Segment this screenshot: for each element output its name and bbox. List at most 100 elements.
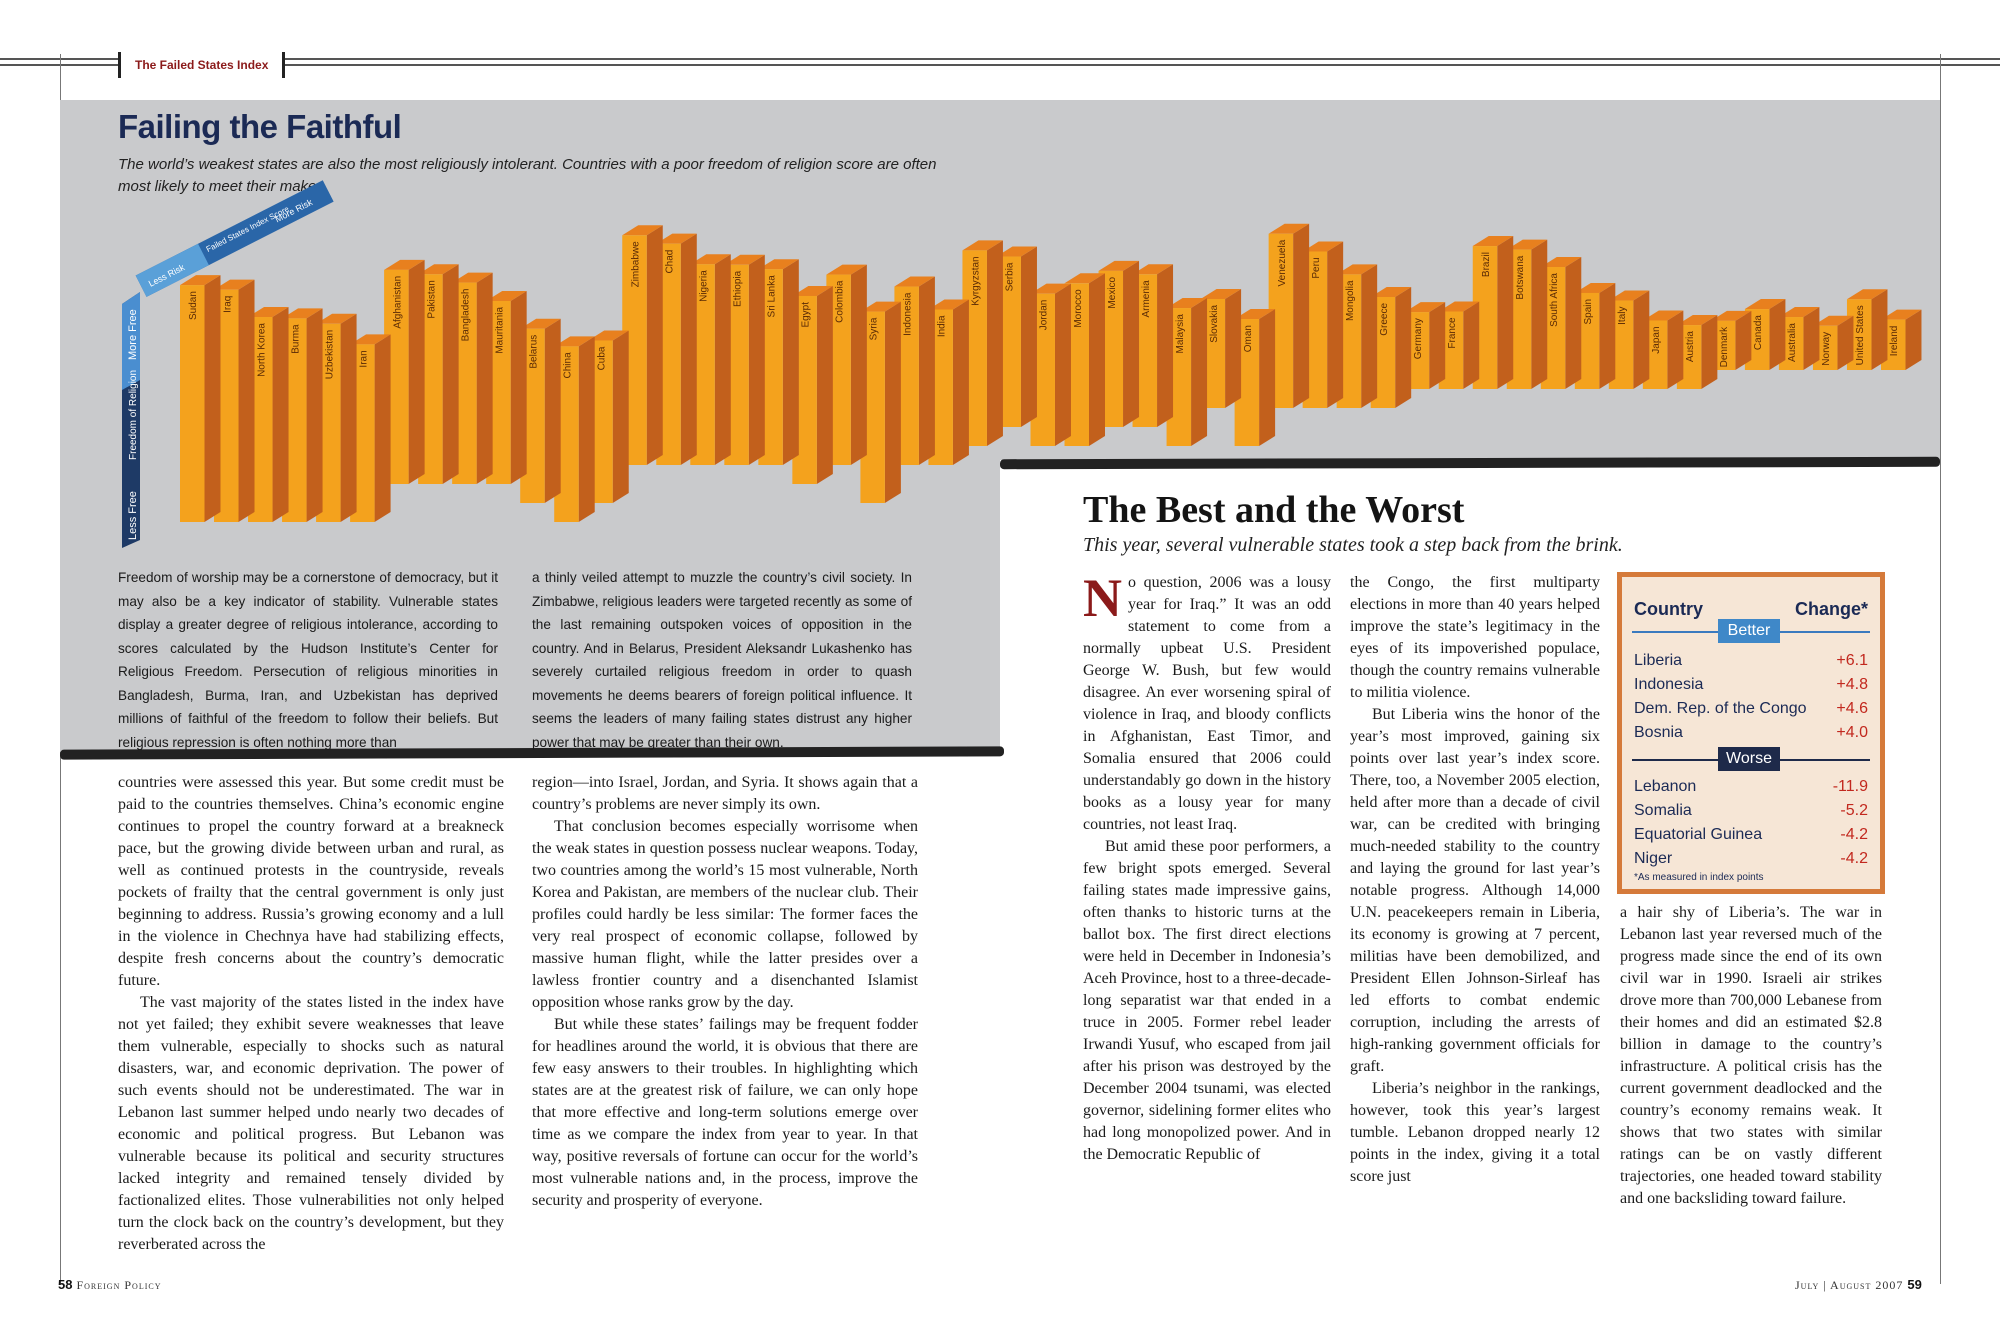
bar-top xyxy=(214,279,255,290)
right-margin-line xyxy=(1940,54,1941,1284)
bar-label: Botswana xyxy=(1515,255,1526,299)
issue-date: July | August 2007 xyxy=(1795,1278,1904,1292)
bar-label: Mexico xyxy=(1107,276,1118,308)
bar-top xyxy=(384,259,425,270)
bar-side xyxy=(1361,264,1378,408)
bar-label: Serbia xyxy=(1005,262,1016,291)
bar-side xyxy=(1701,315,1718,389)
bar-label: Denmark xyxy=(1719,326,1730,368)
country-name: Niger xyxy=(1634,850,1673,867)
table-row: Niger -4.2 xyxy=(1634,847,1868,871)
chart-bars: Ireland United States Norway Australia Canad… xyxy=(180,223,1922,522)
bar-top xyxy=(1268,223,1310,234)
bar-sudan xyxy=(180,285,205,522)
bar-label: Austria xyxy=(1685,331,1696,363)
country-name: Lebanon xyxy=(1634,778,1697,795)
bar-top xyxy=(1710,310,1752,321)
infographic-caption-col2: a thinly veiled attempt to muzzle the co… xyxy=(532,570,912,750)
bar-label: North Korea xyxy=(256,323,267,377)
bar-side xyxy=(374,334,391,522)
bar-label: Spain xyxy=(1583,299,1594,325)
bar-label: Pakistan xyxy=(426,280,437,318)
worse-badge: Worse xyxy=(1718,747,1780,771)
bar-side xyxy=(238,279,255,522)
bar-label: Chad xyxy=(665,250,676,274)
paragraph: But amid these poor performers, a few br… xyxy=(1083,838,1331,1163)
bar-side xyxy=(272,307,289,522)
bar-label: Sudan xyxy=(188,291,199,320)
bar-side xyxy=(986,240,1003,446)
bar-label: Egypt xyxy=(801,302,812,328)
bar-side xyxy=(1531,239,1548,389)
bar-label: United States xyxy=(1855,305,1866,365)
bar-label: Slovakia xyxy=(1209,305,1220,343)
bar-side xyxy=(1259,309,1276,446)
infographic-caption-col1: Freedom of worship may be a cornerstone … xyxy=(118,570,498,750)
table-row: Equatorial Guinea -4.2 xyxy=(1634,823,1868,847)
bar-top xyxy=(1404,302,1446,313)
bar-top xyxy=(1200,288,1242,299)
bar-side xyxy=(1191,298,1208,446)
bar-label: Greece xyxy=(1379,303,1390,336)
bar-label: China xyxy=(562,352,573,379)
bar-label: Mongolia xyxy=(1345,280,1356,321)
bar-label: India xyxy=(937,315,948,337)
bar-side xyxy=(1905,309,1922,370)
bar-label: Colombia xyxy=(835,280,846,323)
bar-label: Australia xyxy=(1787,323,1798,362)
publication-name: Foreign Policy xyxy=(76,1278,162,1292)
bar-label: Malaysia xyxy=(1175,314,1186,354)
change-value: -4.2 xyxy=(1840,826,1868,843)
country-name: Dem. Rep. of the Congo xyxy=(1634,700,1807,717)
paragraph: Liberia’s neighbor in the rankings, howe… xyxy=(1350,1080,1600,1185)
paragraph: a hair shy of Liberia’s. The war in Leba… xyxy=(1620,904,1882,1207)
right-body-col2: the Congo, the first multiparty election… xyxy=(1350,572,1600,1188)
bar-top xyxy=(1336,264,1378,275)
bar-side xyxy=(850,264,867,465)
bar-top xyxy=(996,246,1037,257)
bar-top xyxy=(486,290,527,301)
bar-side xyxy=(1599,282,1616,389)
religion-axis-low-label: Less Free xyxy=(127,491,139,540)
religion-axis-high-label: More Free xyxy=(127,309,139,360)
header-rule xyxy=(0,54,2000,76)
bar-top xyxy=(1608,290,1650,301)
bar-top xyxy=(1132,264,1174,275)
bar-side xyxy=(782,259,799,465)
bar-label: Brazil xyxy=(1481,252,1492,277)
change-sidebar: Country Change* Better Liberia +6.1 Indon… xyxy=(1617,572,1885,894)
bar-label: South Africa xyxy=(1549,273,1560,327)
country-name: Liberia xyxy=(1634,652,1683,669)
col-change-header: Change* xyxy=(1794,599,1868,619)
bar-top xyxy=(1574,282,1616,293)
bar-side xyxy=(1667,310,1684,389)
bar-top xyxy=(1506,239,1548,250)
country-name: Somalia xyxy=(1634,802,1692,819)
feature-title: Failing the Faithful xyxy=(118,108,402,145)
bar-label: Kyrgyzstan xyxy=(971,256,982,305)
bar-side xyxy=(1293,223,1310,408)
bar-side xyxy=(1157,264,1174,427)
bar-top xyxy=(520,318,561,329)
bar-side xyxy=(442,264,459,484)
failed-states-religion-chart: Less Risk Failed States Index Score More… xyxy=(122,180,1922,548)
bar-side xyxy=(1463,301,1480,389)
change-value: +4.6 xyxy=(1836,700,1868,717)
bar-top xyxy=(1846,289,1888,300)
paragraph: countries were assessed this year. But s… xyxy=(118,774,504,989)
bar-side xyxy=(884,301,901,503)
article-subtitle: This year, several vulnerable states too… xyxy=(1083,534,1623,556)
bar-label: Mauritania xyxy=(494,307,505,354)
bar-side xyxy=(306,308,323,522)
bar-side xyxy=(1769,299,1786,370)
bar-top xyxy=(826,264,867,275)
bar-label: Norway xyxy=(1821,332,1832,366)
lead-text: o question, 2006 was a lousy year for Ir… xyxy=(1083,574,1331,833)
bar-top xyxy=(1676,315,1718,326)
bar-label: Cuba xyxy=(596,346,607,370)
footer-left: 58 Foreign Policy xyxy=(58,1277,161,1293)
bar-side xyxy=(1803,307,1820,370)
bar-label: Oman xyxy=(1243,325,1254,352)
